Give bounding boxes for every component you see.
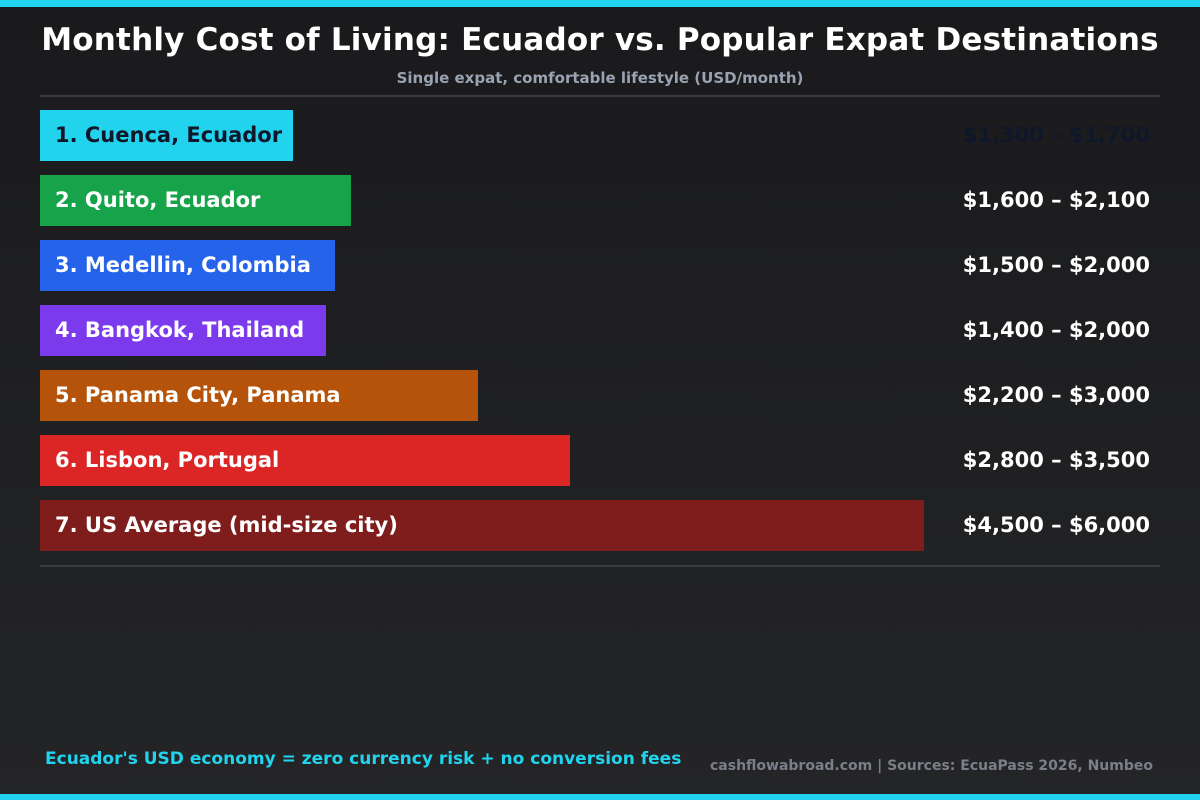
bar-label: 2. Quito, Ecuador	[55, 188, 261, 212]
bar-label: 5. Panama City, Panama	[55, 383, 341, 407]
bottom-divider	[40, 565, 1160, 567]
bar-chart: 1. Cuenca, Ecuador $1,300 – $1,700 2. Quit…	[40, 110, 1150, 551]
bar-range-label: $1,600 – $2,100	[962, 188, 1150, 212]
bar-range-label: $2,800 – $3,500	[962, 448, 1150, 472]
source-credit: cashflowabroad.com | Sources: EcuaPass 2…	[709, 758, 1153, 774]
bottom-accent-bar	[0, 794, 1200, 800]
bar-range-label: $1,300 – $1,700	[962, 123, 1150, 147]
bar	[40, 110, 293, 161]
bar	[40, 240, 335, 291]
top-accent-bar	[0, 0, 1200, 7]
bar	[40, 500, 924, 551]
bar-label: 6. Lisbon, Portugal	[55, 448, 280, 472]
bar-label: 7. US Average (mid-size city)	[55, 513, 398, 537]
chart-title: Monthly Cost of Living: Ecuador vs. Popu…	[41, 22, 1159, 58]
bar-range-label: $1,400 – $2,000	[962, 318, 1150, 342]
bar-label: 4. Bangkok, Thailand	[55, 318, 305, 342]
chart-subtitle: Single expat, comfortable lifestyle (USD…	[396, 69, 804, 87]
footnote: Ecuador's USD economy = zero currency ri…	[45, 749, 682, 769]
bar	[40, 370, 478, 421]
bar-label: 1. Cuenca, Ecuador	[55, 123, 283, 147]
bar-range-label: $4,500 – $6,000	[962, 513, 1150, 537]
bar	[40, 435, 570, 486]
bar-label: 3. Medellin, Colombia	[55, 253, 311, 277]
bar-range-label: $2,200 – $3,000	[962, 383, 1150, 407]
top-divider	[40, 95, 1160, 97]
bar-range-label: $1,500 – $2,000	[962, 253, 1150, 277]
bar	[40, 175, 351, 226]
bar	[40, 305, 326, 356]
